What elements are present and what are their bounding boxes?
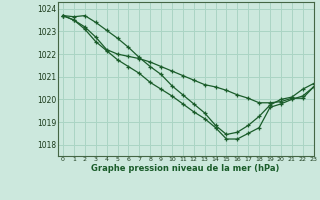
X-axis label: Graphe pression niveau de la mer (hPa): Graphe pression niveau de la mer (hPa)	[92, 164, 280, 173]
